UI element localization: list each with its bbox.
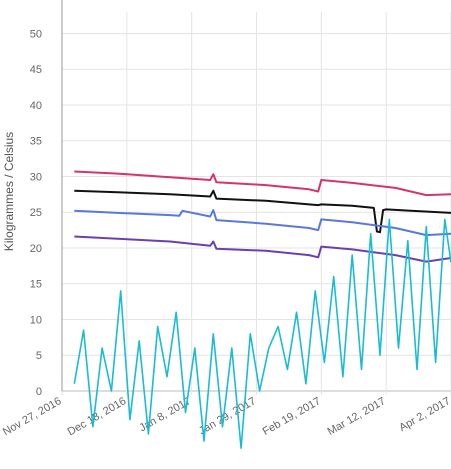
- y-tick-label: 30: [30, 171, 42, 183]
- series-line-5: [73, 218, 451, 450]
- series-line-3: [74, 209, 451, 237]
- y-tick-label: 20: [30, 243, 42, 255]
- x-tick-label: Nov 27, 2016: [1, 395, 64, 438]
- series-line-2: [74, 189, 451, 234]
- y-tick-label: 45: [30, 64, 42, 76]
- y-tick-label: 50: [30, 28, 42, 40]
- series-line-4: [74, 235, 451, 263]
- y-tick-label: 5: [36, 350, 42, 362]
- series-lines: [73, 170, 451, 450]
- x-tick-label: Dec 18, 2016: [66, 395, 129, 438]
- y-tick-label: 15: [30, 279, 42, 291]
- x-tick-label: Mar 12, 2017: [326, 395, 388, 438]
- grid: [61, 12, 451, 395]
- y-tick-label: 10: [30, 314, 42, 326]
- y-tick-label: 40: [30, 100, 42, 112]
- x-tick-label: Apr 2, 2017: [397, 395, 451, 434]
- y-axis-label: Kilogrammes / Celsius: [2, 132, 16, 251]
- series-line-1: [74, 170, 451, 197]
- y-tick-label: 35: [30, 136, 42, 148]
- y-axis-ticks: 0 5 10 15 20 25 30 35 40 45 50: [30, 28, 42, 398]
- x-tick-label: Feb 19, 2017: [261, 395, 323, 438]
- y-tick-label: 0: [36, 386, 42, 398]
- y-tick-label: 25: [30, 207, 42, 219]
